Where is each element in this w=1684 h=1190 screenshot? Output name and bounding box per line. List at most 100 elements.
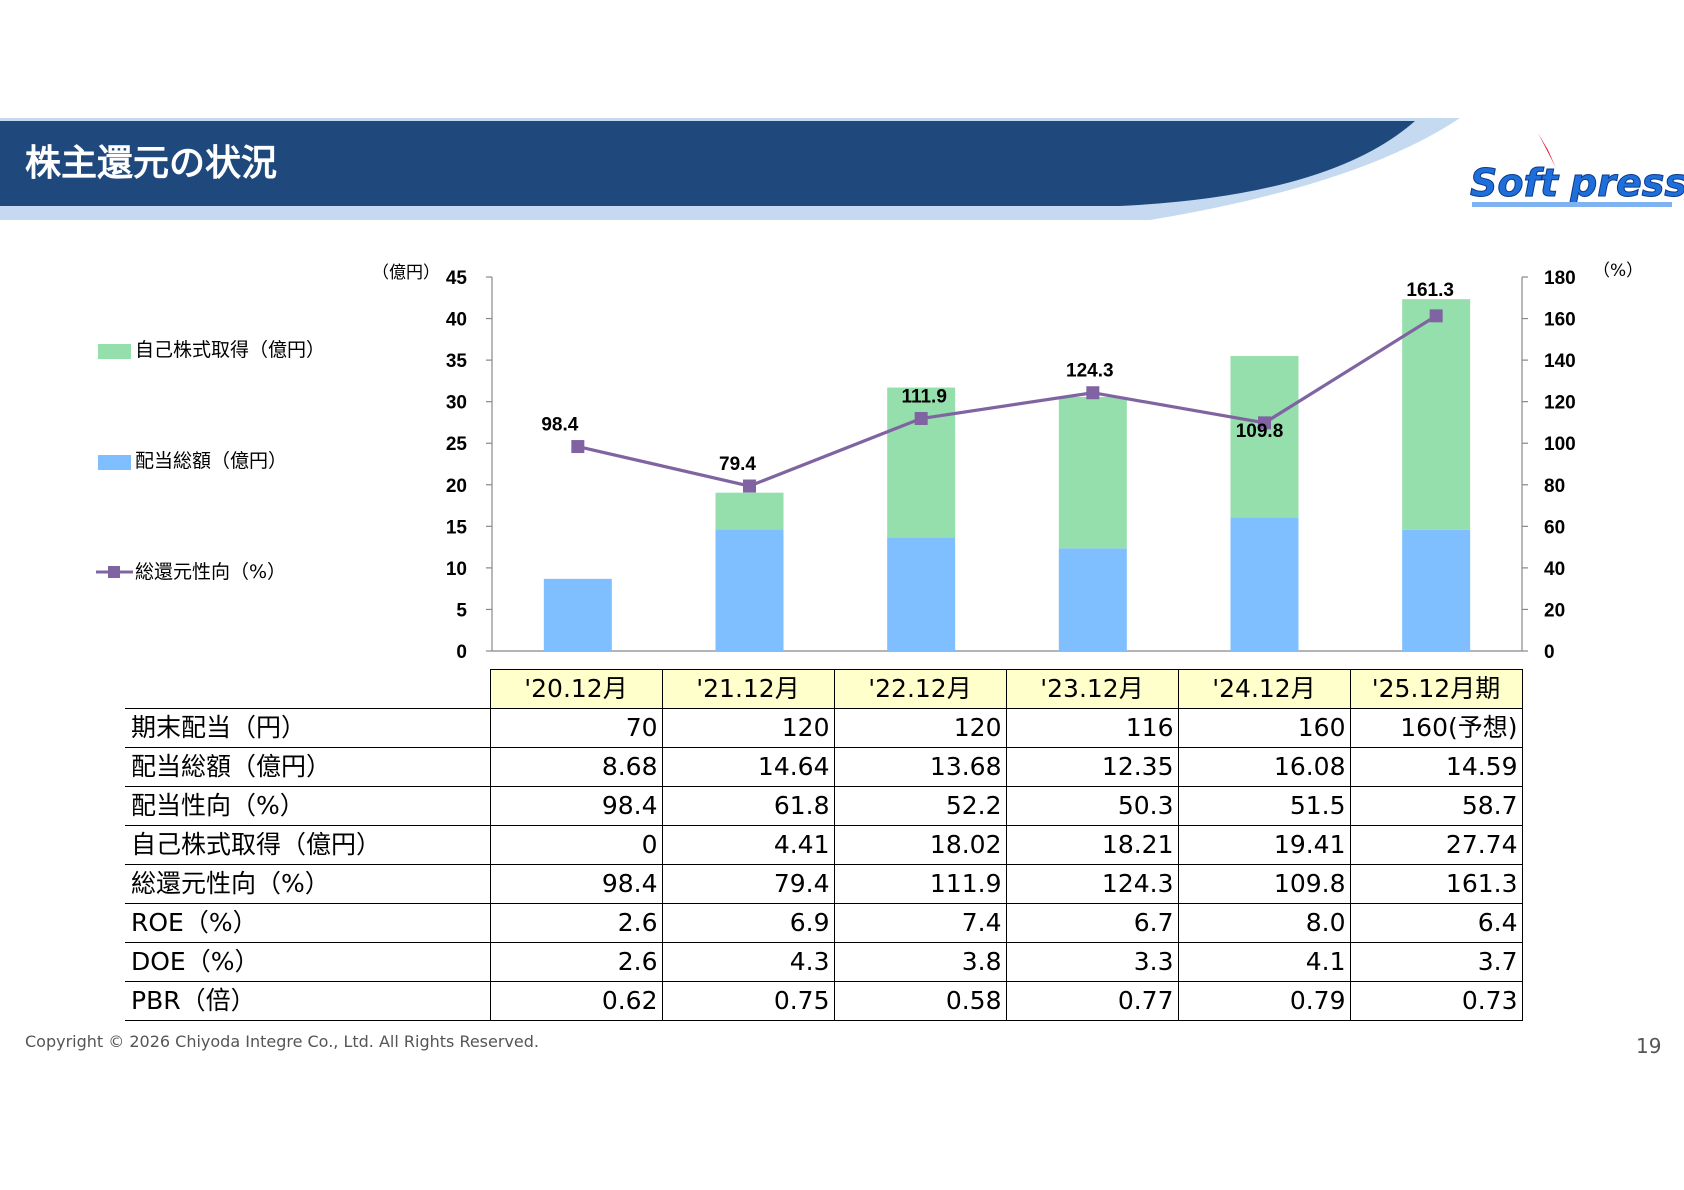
logo-text-press: press	[1569, 161, 1684, 205]
bar-dividend	[1058, 548, 1127, 651]
table-row: 期末配当（円） 70 120 120 116 160 160(予想)	[125, 708, 1523, 748]
header-band: 株主還元の状況	[0, 118, 1460, 220]
table-cell: 120	[833, 708, 1007, 748]
column-header: '23.12月	[1005, 669, 1179, 709]
table-cell: 4.41	[661, 825, 835, 865]
left-tick-label: 0	[456, 642, 467, 663]
table-cell: 18.02	[833, 825, 1007, 865]
table-cell: 6.4	[1349, 903, 1523, 943]
payout-ratio-label: 98.4	[541, 415, 578, 436]
table-cell: 19.41	[1177, 825, 1351, 865]
legend-label-payout: 総還元性向（%）	[135, 561, 286, 583]
data-table: '20.12月 '21.12月 '22.12月 '23.12月 '24.12月 '25.1…	[125, 669, 1523, 1021]
data-labels: 98.4 79.4 111.9 124.3 109.8 161.3	[541, 280, 1454, 475]
bar-series	[543, 299, 1471, 651]
left-axis-ticks: 0 5 10 15 20 25 30 35 40 45	[446, 268, 492, 663]
table-cell: 14.59	[1349, 747, 1523, 787]
right-tick-label: 80	[1544, 476, 1565, 497]
row-label: DOE（%）	[125, 942, 491, 982]
left-tick-label: 10	[446, 559, 467, 580]
payout-ratio-marker	[571, 440, 585, 454]
legend-swatch-buyback	[98, 344, 131, 359]
table-cell: 0	[489, 825, 663, 865]
table-cell: 3.7	[1349, 942, 1523, 982]
bar-dividend	[543, 578, 612, 651]
bar-dividend	[1230, 517, 1299, 651]
bar-dividend	[887, 537, 956, 651]
row-label: 自己株式取得（億円）	[125, 825, 491, 865]
table-row: 総還元性向（%） 98.4 79.4 111.9 124.3 109.8 161.3	[125, 864, 1523, 904]
legend-item-payout: 総還元性向（%）	[96, 561, 286, 583]
column-header: '21.12月	[661, 669, 835, 709]
table-cell: 0.75	[661, 981, 835, 1021]
payout-ratio-label: 124.3	[1066, 361, 1114, 382]
table-row: 配当性向（%） 98.4 61.8 52.2 50.3 51.5 58.7	[125, 786, 1523, 826]
right-tick-label: 40	[1544, 559, 1565, 580]
bar-buyback	[1230, 356, 1299, 518]
logo-text-soft: Soft	[1470, 161, 1560, 205]
table-cell: 160(予想)	[1349, 708, 1523, 748]
column-header: '22.12月	[833, 669, 1007, 709]
table-corner	[125, 669, 490, 709]
left-tick-label: 45	[446, 268, 468, 289]
legend-item-dividend: 配当総額（億円）	[98, 450, 287, 472]
table-cell: 27.74	[1349, 825, 1523, 865]
legend-item-buyback: 自己株式取得（億円）	[98, 339, 325, 361]
copyright-text: Copyright © 2026 Chiyoda Integre Co., Lt…	[25, 1032, 539, 1051]
left-axis-unit: （億円）	[372, 263, 440, 283]
legend-swatch-dividend	[98, 455, 131, 470]
table-cell: 8.68	[489, 747, 663, 787]
logo-underline	[1472, 202, 1672, 207]
payout-ratio-marker	[1429, 309, 1443, 323]
left-tick-label: 5	[456, 600, 467, 621]
table-cell: 12.35	[1005, 747, 1179, 787]
table-cell: 79.4	[661, 864, 835, 904]
payout-ratio-marker	[743, 479, 756, 493]
left-tick-label: 15	[446, 517, 468, 538]
table-cell: 3.3	[1005, 942, 1179, 982]
table-cell: 120	[661, 708, 835, 748]
table-cell: 98.4	[489, 864, 663, 904]
bar-dividend	[1402, 529, 1471, 651]
right-tick-label: 60	[1544, 517, 1565, 538]
payout-ratio-label: 109.8	[1236, 421, 1284, 442]
table-cell: 13.68	[833, 747, 1007, 787]
bar-dividend	[715, 529, 784, 651]
table-cell: 3.8	[833, 942, 1007, 982]
table-cell: 109.8	[1177, 864, 1351, 904]
left-tick-label: 25	[446, 434, 468, 455]
row-label: ROE（%）	[125, 903, 491, 943]
page-number: 19	[1636, 1034, 1661, 1058]
table-cell: 16.08	[1177, 747, 1351, 787]
table-cell: 2.6	[489, 942, 663, 982]
legend-label-dividend: 配当総額（億円）	[135, 450, 287, 472]
table-cell: 50.3	[1005, 786, 1179, 826]
table-cell: 160	[1177, 708, 1351, 748]
bar-buyback	[1402, 299, 1471, 530]
right-tick-label: 20	[1544, 600, 1565, 621]
table-cell: 0.62	[489, 981, 663, 1021]
right-tick-label: 120	[1544, 393, 1576, 414]
table-cell: 6.9	[661, 903, 835, 943]
legend: 自己株式取得（億円） 配当総額（億円） 総還元性向（%）	[96, 339, 325, 583]
left-tick-label: 20	[446, 476, 467, 497]
table-cell: 2.6	[489, 903, 663, 943]
table-cell: 52.2	[833, 786, 1007, 826]
table-cell: 98.4	[489, 786, 663, 826]
row-label: 総還元性向（%）	[125, 864, 491, 904]
right-tick-label: 180	[1544, 268, 1576, 289]
payout-ratio-marker	[1086, 386, 1100, 400]
table-cell: 0.77	[1005, 981, 1179, 1021]
bar-buyback	[715, 492, 784, 530]
logo-red-flag	[1538, 133, 1556, 168]
left-tick-label: 40	[446, 310, 467, 331]
table-cell: 7.4	[833, 903, 1007, 943]
column-header: '25.12月期	[1349, 669, 1523, 709]
right-tick-label: 100	[1544, 434, 1576, 455]
table-cell: 14.64	[661, 747, 835, 787]
table-cell: 51.5	[1177, 786, 1351, 826]
right-axis-ticks: 0 20 40 60 80 100 120 140 160 180	[1522, 268, 1576, 663]
left-tick-label: 35	[446, 351, 468, 372]
left-tick-label: 30	[446, 393, 467, 414]
table-row: DOE（%） 2.6 4.3 3.8 3.3 4.1 3.7	[125, 942, 1523, 982]
